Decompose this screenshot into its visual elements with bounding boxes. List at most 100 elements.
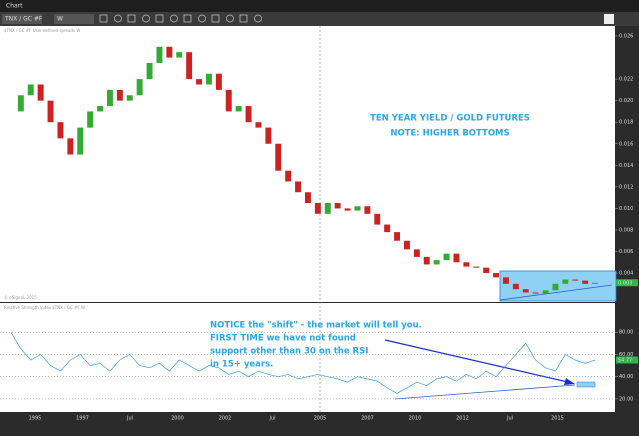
candle xyxy=(245,106,252,123)
rsi-line xyxy=(10,332,596,394)
candle xyxy=(215,73,222,90)
last-value-box xyxy=(616,356,638,364)
copyright: © eSignal, 2015 xyxy=(4,295,37,300)
candle xyxy=(265,127,272,144)
candle xyxy=(57,122,64,139)
annotation: in 15+ years. xyxy=(210,360,273,370)
candle xyxy=(196,79,203,85)
rsi-pane xyxy=(0,303,615,412)
x-tick-label: 2015 xyxy=(551,416,564,422)
arrow xyxy=(384,339,573,384)
price-pane xyxy=(0,26,615,302)
symbol-box[interactable] xyxy=(2,14,42,24)
candle xyxy=(17,95,24,112)
candle xyxy=(433,260,440,265)
candle xyxy=(453,253,460,263)
arrow-head xyxy=(564,378,575,385)
candle xyxy=(592,282,599,284)
title-bar xyxy=(0,0,639,12)
x-tick-label: 2007 xyxy=(361,416,374,422)
toolbar-icons[interactable] xyxy=(99,14,262,23)
rsi-trend-line xyxy=(394,384,576,400)
candle xyxy=(176,52,183,58)
candle xyxy=(423,256,430,265)
candle xyxy=(136,79,143,96)
candle xyxy=(205,73,212,85)
candle xyxy=(97,106,104,112)
price-axis xyxy=(615,26,639,412)
annotation: NOTE: HIGHER BOTTOMS xyxy=(390,129,509,139)
annotation: NOTICE the "shift" - the market will tel… xyxy=(210,321,422,331)
annotation: TEN YEAR YIELD / GOLD FUTURES xyxy=(370,114,530,124)
x-tick-label: Jul xyxy=(268,416,275,422)
time-axis xyxy=(0,412,639,436)
candle xyxy=(542,290,549,294)
candle xyxy=(275,143,282,171)
y-tick-label: 0.012 xyxy=(619,184,633,190)
y-tick-label: 0.010 xyxy=(619,206,633,212)
y-tick-label: 0.018 xyxy=(619,120,633,126)
candle xyxy=(166,46,173,58)
y-tick-label: 0.014 xyxy=(619,163,633,169)
candle xyxy=(364,206,371,214)
x-tick-label: Jul xyxy=(506,416,513,422)
x-tick-label: 2002 xyxy=(219,416,232,422)
candle xyxy=(384,224,391,233)
candle xyxy=(77,127,84,155)
u-button[interactable] xyxy=(604,14,614,24)
price-legend: $TNX / GC #F User-defined spreads W xyxy=(4,28,80,33)
candle xyxy=(37,84,44,101)
y-tick-label: 0.016 xyxy=(619,141,633,147)
x-tick-label: 1997 xyxy=(76,416,89,422)
candle xyxy=(324,203,331,214)
x-tick-label: 2012 xyxy=(456,416,469,422)
candle xyxy=(27,84,34,96)
y-tick-label: 0.006 xyxy=(619,249,633,255)
y-tick-label: 0.020 xyxy=(619,98,633,104)
candle xyxy=(186,52,193,80)
y-tick-label: 0.026 xyxy=(619,34,633,40)
candle xyxy=(532,292,539,294)
candle xyxy=(394,232,401,241)
candle xyxy=(413,249,420,257)
candle xyxy=(47,100,54,123)
candle xyxy=(374,213,381,225)
candle xyxy=(354,206,361,211)
interval-box[interactable] xyxy=(54,14,94,24)
candle xyxy=(512,283,519,290)
interval: W xyxy=(57,16,63,23)
candle xyxy=(304,192,311,204)
candle xyxy=(255,122,262,128)
candle xyxy=(285,170,292,182)
x-tick-label: 2005 xyxy=(314,416,327,422)
candle xyxy=(67,138,74,155)
last-value-label: 54.77 xyxy=(618,358,632,364)
candle xyxy=(562,279,569,284)
candle xyxy=(295,181,302,193)
candle xyxy=(572,279,579,281)
candle xyxy=(87,111,94,128)
rsi-box xyxy=(576,381,596,388)
candle xyxy=(493,273,500,278)
candle xyxy=(146,62,153,80)
rsi-legend: Relative Strength Index $TNX / GC #F W xyxy=(4,305,85,310)
x-tick-label: 1995 xyxy=(29,416,42,422)
candle xyxy=(552,283,559,291)
candle xyxy=(314,203,321,214)
candle xyxy=(235,106,242,112)
last-value-box xyxy=(616,279,638,287)
y-tick-label: 80.00 xyxy=(619,330,633,336)
y-tick-label: 20.00 xyxy=(619,396,633,402)
trend-line xyxy=(499,284,613,301)
y-tick-label: 0.004 xyxy=(619,271,633,277)
x-tick-label: 2000 xyxy=(171,416,184,422)
highlight-box xyxy=(499,270,617,302)
symbol: TNX / GC #F xyxy=(4,16,43,23)
annotation: FIRST TIME we have not found xyxy=(210,334,356,344)
candle xyxy=(403,240,410,250)
window-title: Chart xyxy=(6,3,23,10)
x-tick-label: Jul xyxy=(126,416,133,422)
y-tick-label: 40.00 xyxy=(619,374,633,380)
candle xyxy=(116,89,123,101)
